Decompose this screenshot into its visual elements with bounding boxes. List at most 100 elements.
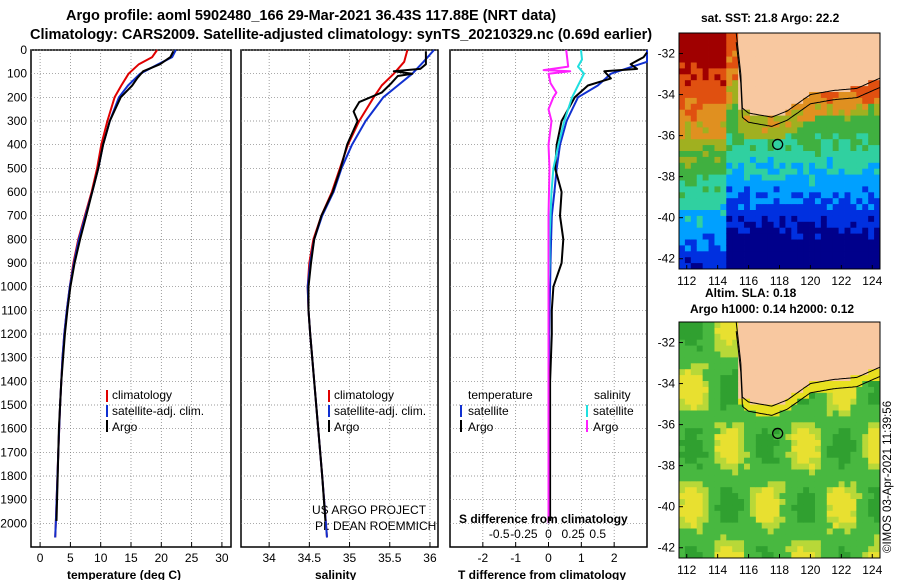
map-cell: [832, 80, 840, 87]
map-cell: [814, 38, 822, 46]
map-cell: [844, 516, 851, 523]
map-cell: [809, 522, 816, 529]
map-cell: [773, 357, 780, 364]
map-cell: [826, 239, 834, 246]
map-cell: [809, 80, 816, 87]
map-lat-label: -42: [658, 252, 676, 266]
map-cell: [714, 481, 721, 488]
map-cell: [761, 139, 769, 146]
map-cell: [797, 204, 804, 211]
map-cell: [779, 434, 786, 441]
map-cell: [726, 516, 733, 523]
map-cell: [844, 221, 851, 229]
map-cell: [874, 410, 881, 417]
map-cell: [797, 180, 804, 187]
map-cell: [832, 475, 840, 482]
map-cell: [856, 86, 863, 93]
map-cell: [714, 233, 721, 240]
map-cell: [797, 251, 804, 258]
map-cell: [732, 168, 739, 175]
map-cell: [874, 145, 881, 152]
map-cell: [797, 552, 804, 559]
map-cell: [773, 86, 780, 93]
map-cell: [720, 333, 727, 341]
map-cell: [809, 375, 816, 382]
map-cell: [868, 80, 875, 87]
map-cell: [749, 80, 757, 87]
map-cell: [785, 245, 792, 252]
map-cell: [862, 221, 869, 229]
map-cell: [809, 504, 816, 512]
map-cell: [820, 239, 828, 246]
map-cell: [838, 139, 845, 146]
map-cell: [791, 198, 798, 205]
map-lon-label: 124: [862, 563, 882, 577]
map-cell: [826, 528, 834, 535]
map-lon-label: 124: [862, 274, 882, 288]
map-cell: [744, 198, 751, 205]
map-cell: [785, 151, 792, 158]
map-cell: [690, 516, 698, 523]
map-cell: [856, 192, 863, 199]
map-cell: [738, 121, 745, 128]
map-cell: [702, 186, 709, 193]
map-cell: [738, 56, 745, 63]
map-cell: [679, 145, 686, 152]
map-cell: [862, 416, 869, 423]
map-cell: [862, 475, 869, 482]
map-cell: [702, 227, 709, 234]
legend-temperature-heading: temperature: [468, 388, 533, 402]
map-cell: [809, 322, 816, 329]
map-cell: [838, 369, 845, 376]
map-cell: [744, 74, 751, 81]
map-cell: [832, 139, 840, 146]
map-cell: [773, 345, 780, 352]
map-cell: [826, 534, 834, 541]
map-cell: [738, 133, 745, 140]
map-cell: [749, 239, 757, 246]
map-cell: [809, 162, 816, 170]
map-cell: [720, 227, 727, 234]
map-cell: [773, 386, 780, 394]
map-cell: [738, 333, 745, 341]
map-cell: [773, 80, 780, 87]
map-cell: [832, 198, 840, 205]
map-cell: [797, 233, 804, 240]
map-lat-label: -42: [658, 541, 676, 555]
map-cell: [773, 50, 780, 57]
map-cell: [826, 463, 834, 470]
map-cell: [732, 115, 739, 122]
map-cell: [838, 475, 845, 482]
map-cell: [868, 404, 875, 411]
map-cell: [749, 398, 757, 405]
map-cell: [856, 510, 863, 518]
map-cell: [874, 457, 881, 464]
map-cell: [738, 245, 745, 252]
map-cell: [826, 198, 834, 205]
map-cell: [732, 74, 739, 81]
map-cell: [850, 440, 857, 447]
map-cell: [767, 357, 774, 364]
map-cell: [832, 410, 840, 417]
map-cell: [862, 422, 869, 429]
map-cell: [809, 410, 816, 417]
map-cell: [696, 109, 704, 116]
map-cell: [850, 404, 857, 411]
map-cell: [708, 156, 715, 164]
map-cell: [702, 363, 709, 370]
map-cell: [755, 546, 763, 553]
map-cell: [868, 327, 875, 335]
map-cell: [850, 463, 857, 470]
map-cell: [761, 469, 769, 476]
map-cell: [679, 80, 686, 87]
map-cell: [690, 322, 698, 329]
map-cell: [856, 263, 863, 270]
map-cell: [744, 522, 751, 529]
map-cell: [826, 392, 834, 400]
map-cell: [690, 451, 698, 459]
map-cell: [809, 463, 816, 470]
map-cell: [779, 363, 786, 370]
map-cell: [696, 499, 704, 506]
map-cell: [785, 322, 792, 329]
map-cell: [726, 363, 733, 370]
